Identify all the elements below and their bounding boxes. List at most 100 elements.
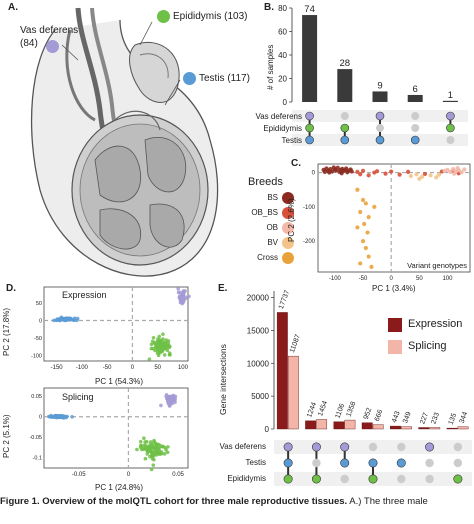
panel-e-bar-label: 233 — [430, 412, 441, 425]
panel-d-point — [66, 317, 71, 321]
panel-c-point — [366, 254, 371, 259]
panel-e-matrix-dot — [425, 474, 434, 484]
panel-c-point — [375, 169, 380, 174]
panel-e-bar — [305, 420, 317, 430]
caption-rest: A.) The three male — [347, 496, 428, 507]
panel-d-point — [162, 353, 167, 357]
panel-d-point — [178, 300, 183, 305]
panel-d-ytick-label: -100 — [31, 354, 42, 360]
panel-e-bar-label: 344 — [459, 411, 470, 424]
panel-d-point — [173, 400, 177, 405]
panel-b-bar-label: 9 — [377, 80, 382, 91]
panel-d-point — [152, 452, 156, 457]
panel-c-point — [417, 176, 422, 181]
breeds-legend-item: BV — [250, 237, 294, 251]
panel-d-point — [154, 445, 158, 449]
panel-e-bar — [276, 312, 288, 430]
panel-e-matrix-dot — [396, 458, 406, 468]
panel-d-frame — [43, 286, 189, 362]
panel-d-point — [149, 467, 154, 472]
panel-d-point — [165, 450, 170, 455]
panel-d-point — [70, 415, 74, 419]
panel-d-point — [141, 447, 146, 452]
panel-e-bar-label: 1244 — [306, 401, 318, 418]
panel-b-bar-label: 74 — [304, 4, 315, 15]
panel-b-bar-label: 6 — [413, 84, 418, 95]
panel-d-xtick-label: 50 — [154, 365, 161, 371]
panel-d-point — [54, 318, 59, 323]
panel-d-point — [63, 414, 67, 419]
panel-c-point — [428, 173, 433, 178]
panel-e-matrix-dot — [368, 442, 378, 452]
panel-e-bar — [316, 419, 328, 430]
panel-c-point — [366, 215, 371, 220]
panel-d-point — [159, 347, 164, 351]
panel-d-point — [145, 452, 150, 456]
panel-d-point — [147, 357, 152, 361]
panel-d-point — [63, 317, 68, 322]
panel-d-ytick-label: 0 — [39, 318, 42, 324]
breeds-legend-dot — [282, 237, 294, 249]
panel-d-point — [142, 436, 146, 441]
panel-c-ytick-label: -100 — [303, 205, 316, 211]
panel-d-point — [151, 463, 156, 467]
panel-c-point — [355, 169, 360, 174]
panel-e-bar — [390, 425, 401, 430]
panel-d-bottom-ylabel: PC 2 (5.1%) — [2, 414, 11, 458]
panel-d-point — [149, 346, 154, 351]
panel-b-matrix-dot — [305, 135, 314, 145]
panel-b-ytick-label: 80 — [278, 4, 287, 13]
panel-d-ytick-label: 50 — [36, 301, 42, 307]
breeds-legend-item: OB — [250, 222, 294, 236]
panel-d-point — [154, 343, 158, 348]
panel-e-ytick-label: 15000 — [247, 326, 270, 335]
panel-c-point — [355, 187, 360, 192]
panel-d-xtick-label: -150 — [51, 365, 64, 371]
panel-c-point — [383, 171, 388, 176]
panel-c-scatter: -100 -50 0 50 100 0 -100 -200 Variant genotypes — [303, 163, 471, 282]
panel-b-row-epi: Epididymis — [263, 124, 302, 133]
panel-b-ytick-label: 0 — [283, 98, 288, 107]
panel-e-bar — [372, 424, 384, 430]
panel-d-point — [187, 294, 191, 299]
panel-c-point — [455, 166, 460, 171]
panel-d-point — [161, 332, 165, 336]
panel-d-point — [50, 415, 55, 419]
panel-e-matrix-dot — [453, 458, 463, 468]
panel-d-point — [159, 403, 163, 408]
legend-expression-label: Expression — [408, 318, 463, 330]
panel-e-row-epi: Epididymis — [227, 474, 266, 483]
panel-e-bar — [344, 419, 356, 430]
panel-c-point — [365, 230, 370, 235]
panel-d-frame — [43, 387, 189, 469]
panel-d-top-ylabel: PC 2 (17.8%) — [2, 307, 11, 356]
panel-e-bar — [418, 427, 430, 430]
panel-c-point — [358, 261, 363, 266]
panel-b-bar-label: 28 — [340, 58, 351, 69]
panel-b-row-vas: Vas deferens — [255, 112, 302, 121]
panel-e-matrix-dot — [397, 474, 406, 484]
panel-d-point — [177, 294, 182, 299]
panel-c-point — [327, 170, 332, 175]
testis-dot — [183, 72, 196, 85]
panel-c-point — [397, 172, 402, 177]
panel-c-point — [349, 169, 354, 174]
panel-c-point — [462, 167, 467, 172]
breeds-legend-label: BS — [267, 193, 278, 202]
panel-b-row-tes: Testis — [281, 136, 302, 145]
panel-b-bar — [302, 15, 318, 102]
panel-d-point — [162, 452, 167, 456]
panel-d-point — [149, 445, 154, 449]
panel-e-bar-label: 952 — [363, 407, 374, 420]
panel-d-ytick-label: -0.05 — [30, 435, 42, 441]
panel-c-point — [363, 201, 368, 206]
panel-e-bar — [401, 426, 412, 430]
panel-d-point — [155, 351, 160, 355]
panel-e-matrix-dot — [340, 474, 349, 484]
panel-b-upset-chart: 0 20 40 60 80 74 28 9 6 1 — [278, 4, 468, 146]
panel-b-matrix-dot — [446, 136, 455, 144]
figure-caption: Figure 1. Overview of the molQTL cohort … — [0, 496, 474, 507]
panel-b-matrix-dot — [411, 124, 420, 132]
panel-d-point — [166, 339, 171, 343]
panel-e-row-tes: Testis — [245, 458, 266, 467]
